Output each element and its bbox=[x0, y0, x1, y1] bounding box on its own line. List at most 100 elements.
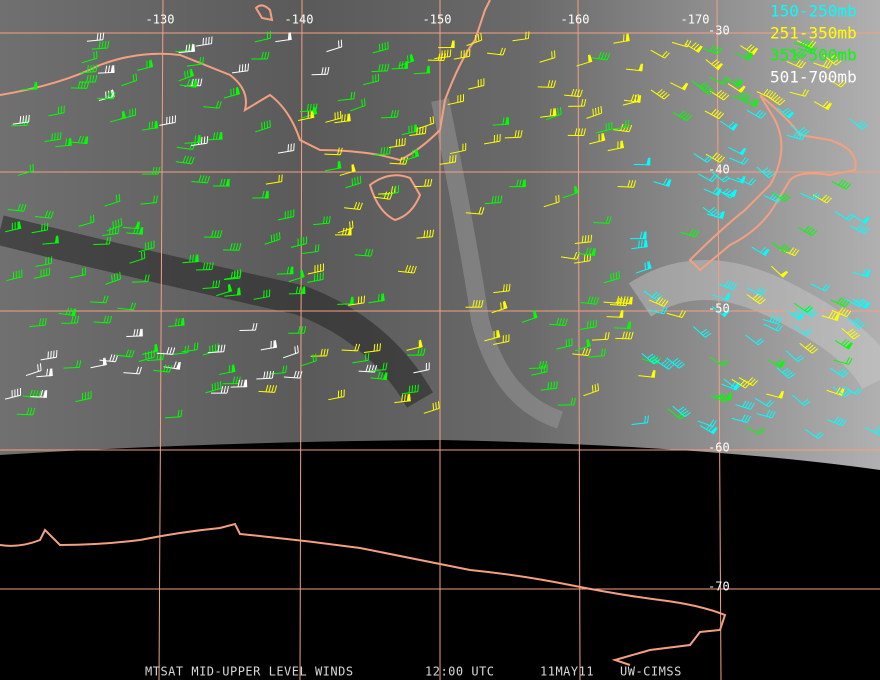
barb-pennant bbox=[718, 211, 725, 219]
barb-flag bbox=[104, 41, 107, 49]
barb-flag bbox=[247, 63, 250, 71]
wind-barb bbox=[776, 367, 795, 379]
barb-flag bbox=[274, 385, 278, 393]
barb-flag bbox=[103, 315, 107, 323]
barb-flag bbox=[270, 234, 273, 243]
barb-flag bbox=[807, 306, 813, 313]
barb-flag bbox=[325, 216, 328, 224]
barb-flag bbox=[647, 415, 649, 423]
wind-barb bbox=[371, 63, 390, 73]
barb-flag bbox=[660, 299, 666, 306]
wind-barb bbox=[12, 114, 30, 125]
barb-flag bbox=[709, 419, 715, 426]
barb-flag bbox=[765, 399, 772, 406]
wind-barb bbox=[841, 327, 860, 340]
barb-flag bbox=[651, 357, 658, 363]
barb-flag bbox=[841, 419, 847, 427]
wind-barb bbox=[756, 166, 775, 179]
wind-barb bbox=[625, 63, 644, 72]
barb-flag bbox=[718, 91, 725, 98]
barb-flag bbox=[845, 341, 852, 348]
wind-barb bbox=[413, 362, 430, 374]
barb-flag bbox=[349, 296, 353, 304]
wind-barb bbox=[718, 189, 737, 198]
wind-barb bbox=[123, 366, 142, 375]
barb-pennant bbox=[625, 33, 630, 42]
wind-barb bbox=[255, 119, 271, 133]
barb-flag bbox=[704, 155, 711, 162]
wind-barb bbox=[40, 350, 58, 361]
wind-barb bbox=[184, 134, 202, 144]
barb-pennant bbox=[287, 32, 292, 41]
barb-flag bbox=[138, 366, 142, 375]
barb-flag bbox=[849, 330, 856, 336]
wind-barb bbox=[756, 409, 776, 419]
barb-flag bbox=[107, 40, 110, 49]
wind-barb bbox=[35, 256, 53, 267]
barb-flag bbox=[300, 270, 302, 278]
barb-flag bbox=[699, 81, 706, 88]
wind-barb bbox=[401, 124, 419, 136]
wind-barb bbox=[79, 64, 98, 74]
barb-flag bbox=[454, 154, 457, 163]
barb-flag bbox=[321, 67, 324, 75]
barb-flag bbox=[194, 135, 197, 143]
wind-barb bbox=[731, 91, 751, 102]
barb-flag bbox=[592, 108, 595, 117]
barb-flag bbox=[106, 236, 109, 245]
barb-flag bbox=[643, 239, 646, 248]
barb-flag bbox=[263, 121, 266, 129]
wind-barb bbox=[727, 83, 746, 94]
wind-barb bbox=[529, 360, 548, 369]
wind-barb bbox=[702, 44, 723, 55]
barb-flag bbox=[211, 262, 214, 270]
australia-coast bbox=[0, 0, 491, 162]
wind-barb bbox=[712, 292, 731, 301]
wind-barb bbox=[830, 297, 850, 308]
wind-barb bbox=[580, 296, 600, 305]
wind-barb bbox=[99, 354, 119, 363]
barb-flag bbox=[683, 113, 690, 120]
barb-flag bbox=[38, 390, 42, 398]
barb-flag bbox=[804, 305, 811, 311]
wind-barb bbox=[216, 284, 233, 297]
wind-barb bbox=[766, 390, 785, 399]
barb-flag bbox=[404, 394, 406, 402]
wind-barb bbox=[466, 32, 483, 47]
barb-flag bbox=[840, 81, 847, 88]
barb-flag bbox=[710, 426, 717, 433]
barb-flag bbox=[262, 190, 265, 199]
wind-barb bbox=[556, 338, 573, 350]
barb-flag bbox=[199, 57, 202, 65]
barb-flag bbox=[809, 309, 816, 316]
barb-pennant bbox=[149, 59, 154, 68]
wind-barb bbox=[793, 302, 813, 313]
barb-flag bbox=[800, 128, 808, 135]
wind-barb bbox=[776, 107, 795, 119]
wind-barb bbox=[298, 110, 315, 121]
barb-flag bbox=[405, 157, 409, 165]
barb-flag bbox=[177, 409, 180, 418]
wind-barb bbox=[231, 63, 250, 74]
barb-flag bbox=[625, 298, 629, 306]
wind-barb bbox=[328, 389, 345, 401]
wind-barb bbox=[90, 295, 109, 304]
barb-flag bbox=[798, 127, 805, 133]
barb-flag bbox=[135, 221, 139, 229]
barb-flag bbox=[300, 326, 304, 334]
barb-pennant bbox=[780, 271, 789, 278]
barb-pennant bbox=[762, 249, 770, 257]
barb-flag bbox=[724, 280, 730, 287]
barb-flag bbox=[353, 91, 356, 99]
barb-flag bbox=[202, 262, 206, 270]
wind-barb bbox=[219, 364, 236, 375]
barb-flag bbox=[822, 283, 828, 290]
barb-flag bbox=[268, 384, 272, 393]
barb-flag bbox=[396, 109, 399, 118]
wind-barb bbox=[283, 370, 303, 379]
wind-barb bbox=[771, 192, 791, 202]
wind-barb bbox=[75, 391, 92, 403]
wind-barb bbox=[401, 384, 419, 395]
barb-flag bbox=[104, 65, 108, 73]
barb-flag bbox=[742, 400, 747, 408]
